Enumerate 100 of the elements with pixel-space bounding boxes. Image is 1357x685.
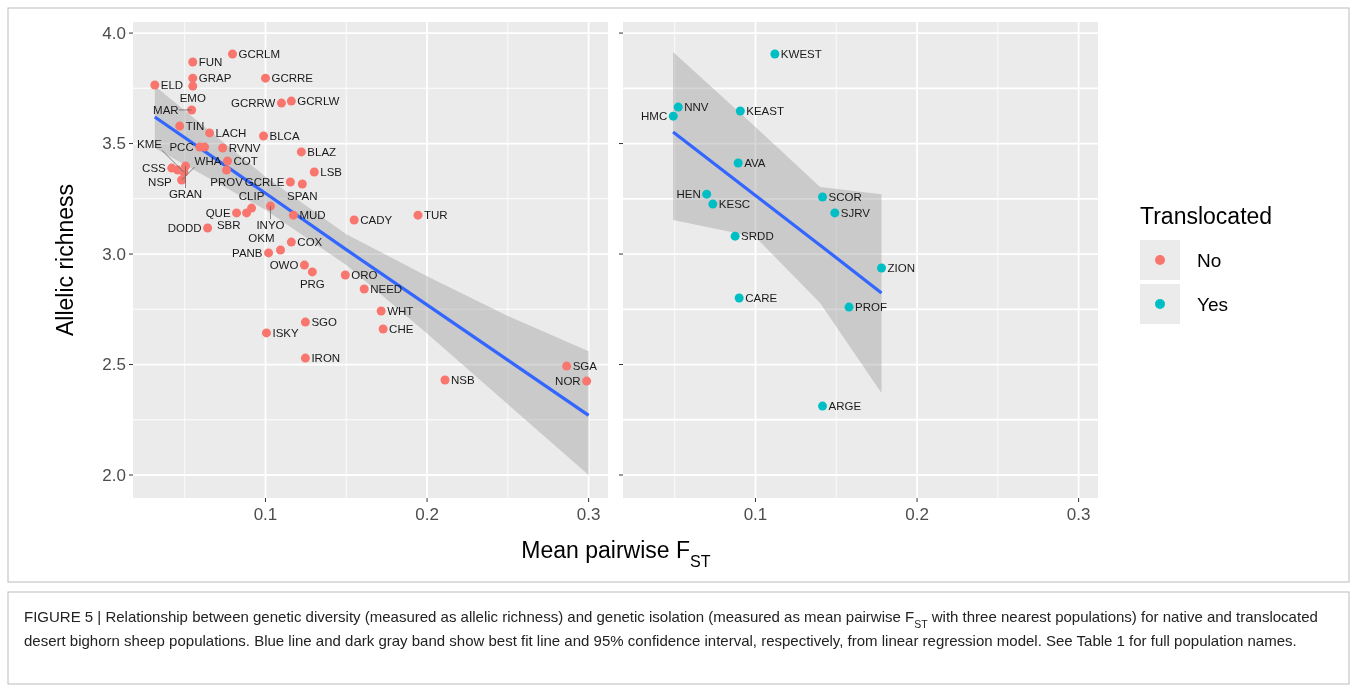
point bbox=[376, 306, 386, 316]
annotation: GCRLW bbox=[297, 95, 340, 108]
annotation: NOR bbox=[555, 375, 581, 388]
point bbox=[349, 215, 359, 225]
annotation: SCOR bbox=[828, 191, 862, 204]
text: No bbox=[1197, 249, 1222, 271]
annotation: KEAST bbox=[746, 105, 785, 118]
point bbox=[259, 131, 269, 141]
x-tick-label: 0.1 bbox=[253, 505, 278, 524]
point bbox=[175, 121, 185, 131]
y-tick-label: 3.5 bbox=[102, 134, 126, 154]
x-tick-label: 0.3 bbox=[576, 505, 601, 524]
point bbox=[708, 199, 718, 209]
point bbox=[877, 263, 886, 273]
annotation: SPAN bbox=[287, 190, 318, 203]
annotation: COX bbox=[297, 236, 323, 249]
annotation: QUE bbox=[205, 206, 231, 219]
y-tick-label: 4.0 bbox=[102, 24, 126, 43]
annotation: BLAZ bbox=[307, 145, 337, 158]
annotation: MAR bbox=[153, 103, 179, 116]
annotation: KWEST bbox=[780, 48, 822, 61]
point bbox=[702, 189, 712, 199]
annotation: PROV bbox=[210, 176, 244, 189]
caption: FIGURE 5 | Relationship between genetic diversity (measured as allelic richness) and genetic isolation (measured as mean pairwise F$_{ST}$ with three nearest populations) for native and translocated desert bighorn sheep populations. Blue line and dark gray band show best fit line and 95% confidence interval, respectively, from linear regression model. See Table 1 for full population names. bbox=[24, 608, 1318, 649]
point bbox=[260, 73, 270, 83]
point bbox=[232, 208, 242, 218]
annotation: NNV bbox=[684, 101, 709, 114]
point bbox=[286, 96, 296, 106]
annotation: AVA bbox=[744, 157, 766, 170]
annotation: NSP bbox=[148, 176, 173, 189]
annotation: KME bbox=[136, 138, 163, 151]
legend-label: Yes bbox=[1197, 293, 1228, 315]
point bbox=[188, 57, 198, 67]
point bbox=[830, 208, 840, 218]
point bbox=[562, 361, 572, 371]
annotation: ORO bbox=[351, 269, 378, 282]
point bbox=[285, 177, 295, 187]
point bbox=[218, 143, 228, 153]
point bbox=[770, 49, 780, 59]
legend-title: Translocated bbox=[1140, 203, 1273, 229]
annotation: OKM bbox=[248, 232, 275, 245]
annotation: GCRLM bbox=[238, 48, 281, 61]
annotation: TUR bbox=[424, 209, 448, 222]
annotation: ZION bbox=[887, 261, 915, 274]
point bbox=[730, 231, 740, 241]
y-tick-label: 3.0 bbox=[102, 244, 126, 264]
annotation: HMC bbox=[641, 110, 668, 123]
annotation: ISKY bbox=[272, 326, 299, 339]
annotation: BLCA bbox=[269, 130, 300, 143]
annotation: CLIP bbox=[238, 190, 265, 203]
annotation: GCRRE bbox=[271, 72, 314, 85]
point bbox=[440, 375, 450, 385]
annotation: INYO bbox=[256, 219, 285, 232]
annotation: COT bbox=[233, 155, 258, 168]
point bbox=[300, 317, 310, 327]
annotation: RVNV bbox=[228, 141, 261, 154]
annotation: FUN bbox=[198, 56, 223, 69]
annotation: SBR bbox=[216, 218, 241, 231]
point bbox=[734, 293, 744, 303]
x-axis-title: Mean pairwise F$_{ST}$ bbox=[521, 537, 711, 570]
point bbox=[299, 260, 309, 270]
point bbox=[735, 106, 745, 116]
point bbox=[228, 49, 238, 59]
y-tick-label: 2.5 bbox=[102, 355, 126, 375]
annotation: KESC bbox=[718, 198, 751, 211]
point bbox=[413, 210, 423, 220]
point bbox=[276, 98, 286, 108]
x-tick-label: 0.2 bbox=[905, 505, 929, 524]
point bbox=[300, 353, 310, 363]
annotation: SJRV bbox=[840, 206, 871, 219]
y-tick-label: 2.0 bbox=[102, 465, 126, 485]
x-tick-label: 0.1 bbox=[743, 505, 768, 524]
point bbox=[818, 401, 828, 411]
annotation: HEN bbox=[676, 188, 701, 201]
annotation: WHT bbox=[387, 305, 414, 318]
annotation: ARGE bbox=[828, 400, 862, 413]
annotation: ELD bbox=[160, 79, 184, 92]
y-axis-title: Allelic richness bbox=[52, 183, 78, 337]
point bbox=[668, 111, 678, 121]
point bbox=[582, 376, 592, 386]
annotation: OWO bbox=[269, 259, 299, 272]
annotation: CARE bbox=[745, 292, 778, 305]
annotation: PANB bbox=[232, 246, 263, 259]
point bbox=[378, 324, 388, 334]
annotation: LACH bbox=[215, 126, 247, 139]
point bbox=[222, 165, 232, 175]
annotation: EMO bbox=[179, 92, 206, 105]
point bbox=[205, 128, 215, 138]
point bbox=[297, 179, 307, 189]
point bbox=[150, 80, 160, 90]
annotation: NSB bbox=[450, 374, 475, 387]
annotation: GCRRW bbox=[230, 97, 276, 110]
annotation: CSS bbox=[142, 162, 167, 175]
point bbox=[309, 167, 319, 177]
point bbox=[242, 208, 252, 218]
point bbox=[673, 102, 683, 112]
annotation: PROF bbox=[855, 301, 887, 314]
annotation: GRAN bbox=[168, 188, 203, 201]
point bbox=[818, 192, 828, 202]
annotation: CADY bbox=[360, 214, 393, 227]
